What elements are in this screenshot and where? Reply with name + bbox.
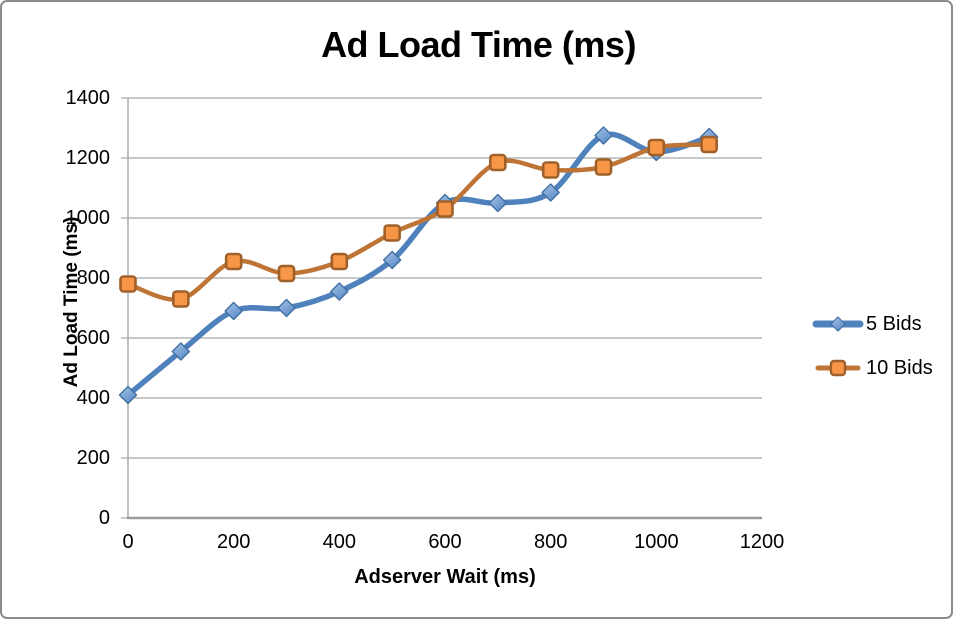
data-point-marker-10-bids[interactable] [700,135,718,154]
legend-label: 5 Bids [866,312,922,335]
x-tick-label: 1000 [634,531,679,553]
data-point-marker-5-bids[interactable] [594,126,613,145]
legend-item-5-bids[interactable]: 5 Bids [812,302,951,346]
data-point-marker-10-bids[interactable] [119,275,137,293]
legend-marker-5-bids [812,316,864,332]
series-10-bids[interactable] [119,135,718,308]
data-point-marker-5-bids[interactable] [171,342,191,361]
data-point-marker-10-bids[interactable] [489,153,507,172]
data-point-marker-10-bids[interactable] [277,264,296,283]
data-point-marker-10-bids[interactable] [436,200,454,218]
y-tick-label: 0 [98,507,110,529]
data-point-marker-10-bids[interactable] [541,161,560,179]
data-point-marker-5-bids[interactable] [330,282,349,301]
y-axis-title: Ad Load Time (ms) [61,216,82,388]
data-point-marker-10-bids[interactable] [224,252,243,271]
series-line-5-bids[interactable] [125,131,712,398]
data-point-marker-10-bids[interactable] [647,138,666,157]
data-point-marker-10-bids[interactable] [383,224,401,242]
data-point-marker-5-bids[interactable] [488,193,508,213]
data-point-marker-10-bids[interactable] [330,252,349,271]
legend: 5 Bids 10 Bids [812,302,951,390]
chart-title: Ad Load Time (ms) [321,24,636,65]
y-tick-label: 200 [76,447,110,469]
y-tick-label: 1400 [65,87,111,109]
x-tick-label: 0 [122,531,134,553]
data-point-marker-5-bids[interactable] [541,183,560,202]
legend-marker-10-bids [815,359,861,377]
data-point-marker-5-bids[interactable] [382,250,402,270]
data-point-marker-5-bids[interactable] [118,385,138,405]
series-line-10-bids[interactable] [125,142,712,302]
data-point-marker-5-bids[interactable] [224,301,243,321]
data-point-marker-5-bids[interactable] [277,298,296,318]
y-tick-label: 600 [76,327,110,349]
y-tick-label: 800 [76,267,110,289]
x-axis-title: Adserver Wait (ms) [354,566,536,588]
x-tick-label: 800 [533,531,568,553]
y-tick-label: 1200 [65,147,111,169]
y-tick-label: 400 [76,387,110,409]
data-point-marker-10-bids[interactable] [172,290,190,308]
data-point-marker-10-bids[interactable] [594,158,613,176]
x-tick-label: 400 [322,531,357,553]
series-5-bids[interactable] [118,126,719,405]
x-tick-label: 1200 [739,531,785,553]
legend-label: 10 Bids [866,356,933,379]
y-tick-label: 1000 [65,207,111,229]
x-tick-label: 200 [216,531,251,553]
x-tick-label: 600 [428,531,462,553]
legend-item-10-bids[interactable]: 10 Bids [812,346,951,390]
